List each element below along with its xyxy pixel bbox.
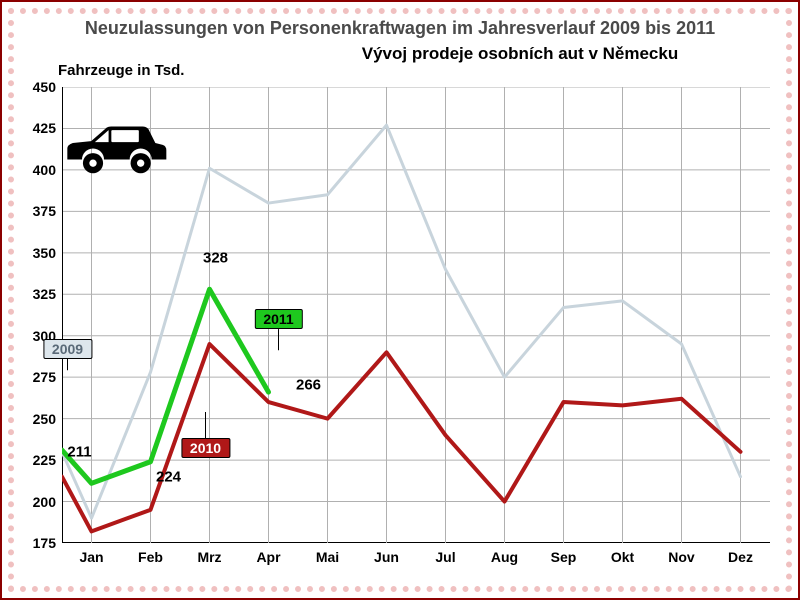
- y-axis-label: Fahrzeuge in Tsd.: [58, 62, 184, 79]
- x-tick-label: Dez: [728, 543, 753, 565]
- x-tick-label: Nov: [668, 543, 694, 565]
- x-tick-label: Jan: [79, 543, 103, 565]
- x-tick-label: Mrz: [197, 543, 221, 565]
- chart-subtitle: Vývoj prodeje osobních aut v Německu: [262, 44, 778, 64]
- y-tick-label: 375: [33, 203, 62, 219]
- data-label: 224: [156, 468, 181, 485]
- chart-title: Neuzulassungen von Personenkraftwagen im…: [2, 18, 798, 39]
- y-tick-label: 250: [33, 411, 62, 427]
- x-tick-label: Apr: [256, 543, 280, 565]
- data-label: 328: [203, 249, 228, 266]
- data-label: 266: [296, 377, 321, 394]
- y-tick-label: 450: [33, 79, 62, 95]
- legend-box-2011: 2011: [254, 309, 302, 329]
- x-tick-label: Okt: [611, 543, 634, 565]
- plot-area: 175200225250275300325350375400425450JanF…: [62, 87, 770, 543]
- x-tick-label: Aug: [491, 543, 518, 565]
- y-tick-label: 275: [33, 369, 62, 385]
- y-tick-label: 225: [33, 452, 62, 468]
- y-tick-label: 400: [33, 162, 62, 178]
- y-tick-label: 325: [33, 286, 62, 302]
- x-tick-label: Jun: [374, 543, 399, 565]
- y-tick-label: 200: [33, 494, 62, 510]
- y-tick-label: 350: [33, 245, 62, 261]
- data-label: 211: [67, 443, 91, 460]
- x-tick-label: Feb: [138, 543, 163, 565]
- x-tick-label: Sep: [551, 543, 577, 565]
- chart-frame: Neuzulassungen von Personenkraftwagen im…: [0, 0, 800, 600]
- x-tick-label: Mai: [316, 543, 339, 565]
- x-tick-label: Jul: [435, 543, 455, 565]
- y-tick-label: 425: [33, 120, 62, 136]
- car-icon: [60, 121, 170, 176]
- legend-box-2009: 2009: [43, 339, 92, 359]
- y-tick-label: 175: [33, 535, 62, 551]
- legend-box-2010: 2010: [181, 438, 230, 458]
